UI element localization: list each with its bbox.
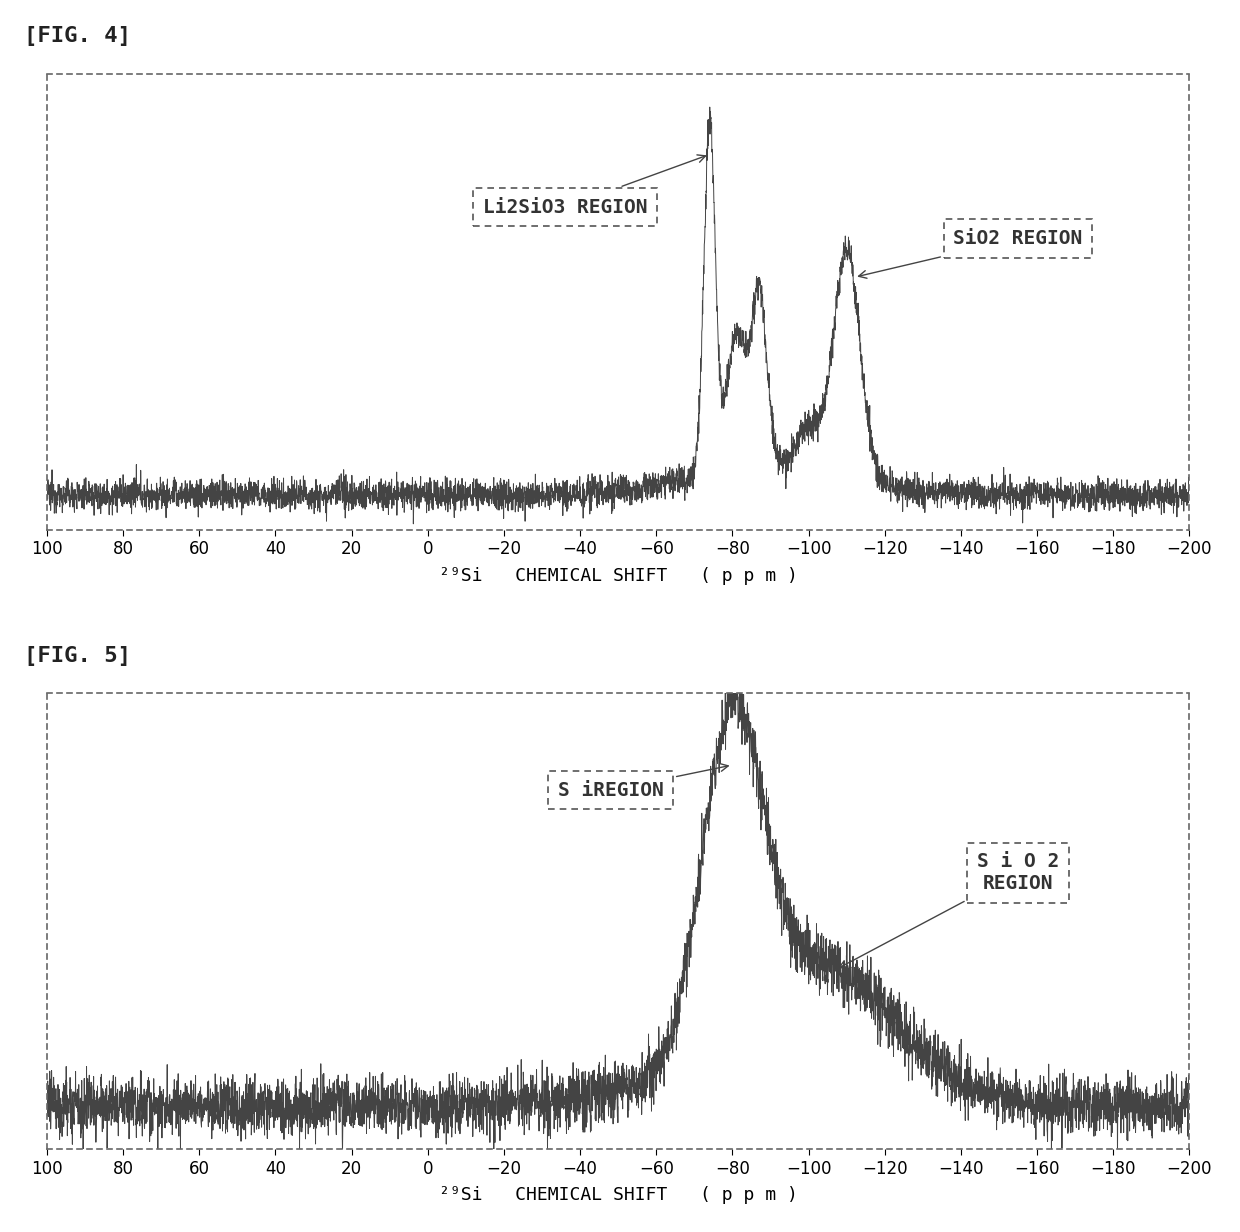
Text: S i O 2
REGION: S i O 2 REGION xyxy=(839,853,1059,968)
Text: SiO2 REGION: SiO2 REGION xyxy=(858,229,1083,278)
X-axis label: ²⁹Si   CHEMICAL SHIFT   ( p p m ): ²⁹Si CHEMICAL SHIFT ( p p m ) xyxy=(439,1186,797,1204)
X-axis label: ²⁹Si   CHEMICAL SHIFT   ( p p m ): ²⁹Si CHEMICAL SHIFT ( p p m ) xyxy=(439,567,797,585)
Text: [FIG. 5]: [FIG. 5] xyxy=(24,646,131,665)
Text: S iREGION: S iREGION xyxy=(558,764,728,800)
Text: Li2SiO3 REGION: Li2SiO3 REGION xyxy=(482,155,706,217)
Text: [FIG. 4]: [FIG. 4] xyxy=(24,26,131,47)
